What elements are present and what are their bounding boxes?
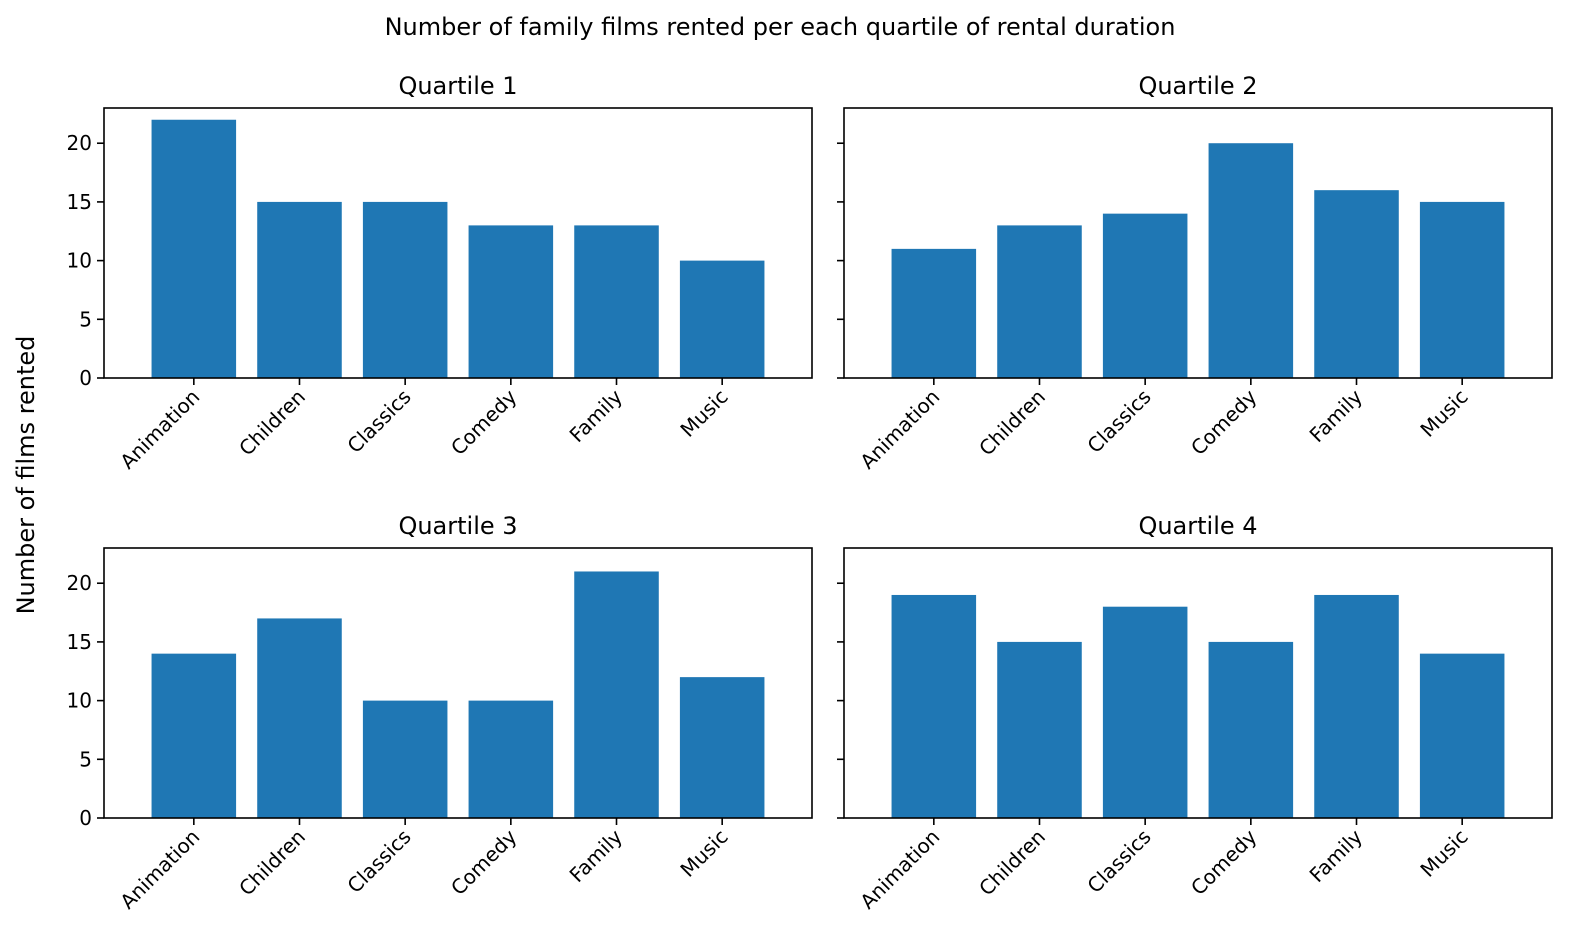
x-tick-label: Classics [1082, 825, 1155, 898]
bar-music [679, 677, 765, 818]
bar-animation [151, 653, 237, 818]
bar-animation [891, 248, 977, 378]
panel-3: Quartile 3 0 5 10 15 20 Animation Children Class… [67, 512, 813, 914]
panel-title: Quartile 3 [398, 512, 517, 540]
x-tick-label: Music [676, 825, 733, 882]
y-tick-label: 10 [67, 689, 92, 713]
y-tick-label: 5 [79, 747, 92, 771]
y-tick-label: 15 [67, 190, 92, 214]
panel-title: Quartile 4 [1138, 512, 1257, 540]
x-tick-label: Animation [855, 825, 944, 914]
x-tick-label: Animation [115, 385, 204, 474]
plot-frame [103, 547, 813, 819]
bar-children [997, 641, 1082, 818]
y-tick-label: 10 [67, 249, 92, 273]
bar-family [1314, 594, 1399, 818]
bar-animation [151, 119, 237, 379]
x-tick-label: Music [1416, 385, 1473, 442]
bar-classics [362, 201, 448, 378]
x-tick-label: Children [974, 825, 1050, 901]
x-tick-label: Comedy [446, 824, 521, 899]
x-tick-label: Animation [855, 385, 944, 474]
bar-children [257, 201, 342, 378]
plot-frame [103, 107, 813, 379]
bar-music [1419, 201, 1505, 378]
x-tick-label: Comedy [1186, 384, 1261, 459]
bar-animation [891, 594, 977, 818]
x-tick-label: Comedy [1186, 824, 1261, 899]
panel-2: Quartile 2 Animation Children Classics Comed… [837, 72, 1553, 474]
x-tick-label: Family [1305, 384, 1368, 447]
x-tick-label: Classics [342, 385, 415, 458]
bar-children [257, 618, 342, 818]
figure-title: Number of family films rented per each q… [385, 13, 1176, 41]
x-tick-label: Family [565, 824, 628, 887]
bar-classics [362, 700, 448, 818]
plot-frame [843, 547, 1553, 819]
panel-4: Quartile 4 Animation Children Classics Comed… [837, 512, 1553, 914]
bar-family [574, 571, 659, 818]
x-tick-label: Comedy [446, 384, 521, 459]
y-tick-label: 5 [79, 307, 92, 331]
panels: Quartile 1 0 5 10 15 20 Animation Children Class… [67, 72, 1553, 914]
x-tick-label: Children [234, 825, 310, 901]
plot-frame [843, 107, 1553, 379]
bar-music [1419, 653, 1505, 818]
bar-family [574, 225, 659, 378]
x-tick-label: Music [676, 385, 733, 442]
x-tick-label: Classics [342, 825, 415, 898]
panel-title: Quartile 1 [398, 72, 517, 100]
x-tick-label: Children [234, 385, 310, 461]
bar-family [1314, 190, 1399, 378]
bar-children [997, 225, 1082, 378]
bar-comedy [468, 700, 554, 818]
x-tick-label: Classics [1082, 385, 1155, 458]
panel-1: Quartile 1 0 5 10 15 20 Animation Children Class… [67, 72, 813, 474]
bar-comedy [468, 225, 554, 378]
x-tick-label: Animation [115, 825, 204, 914]
panel-title: Quartile 2 [1138, 72, 1257, 100]
x-tick-label: Children [974, 385, 1050, 461]
y-tick-label: 0 [79, 806, 92, 830]
bar-comedy [1208, 641, 1294, 818]
y-axis-label: Number of films rented [12, 336, 40, 615]
x-tick-label: Family [565, 384, 628, 447]
bar-classics [1102, 606, 1188, 818]
bar-music [679, 260, 765, 378]
x-tick-label: Family [1305, 824, 1368, 887]
bar-comedy [1208, 143, 1294, 378]
bar-classics [1102, 213, 1188, 378]
y-tick-label: 15 [67, 630, 92, 654]
y-tick-label: 0 [79, 366, 92, 390]
y-tick-label: 20 [67, 571, 92, 595]
y-tick-label: 20 [67, 131, 92, 155]
x-tick-label: Music [1416, 825, 1473, 882]
